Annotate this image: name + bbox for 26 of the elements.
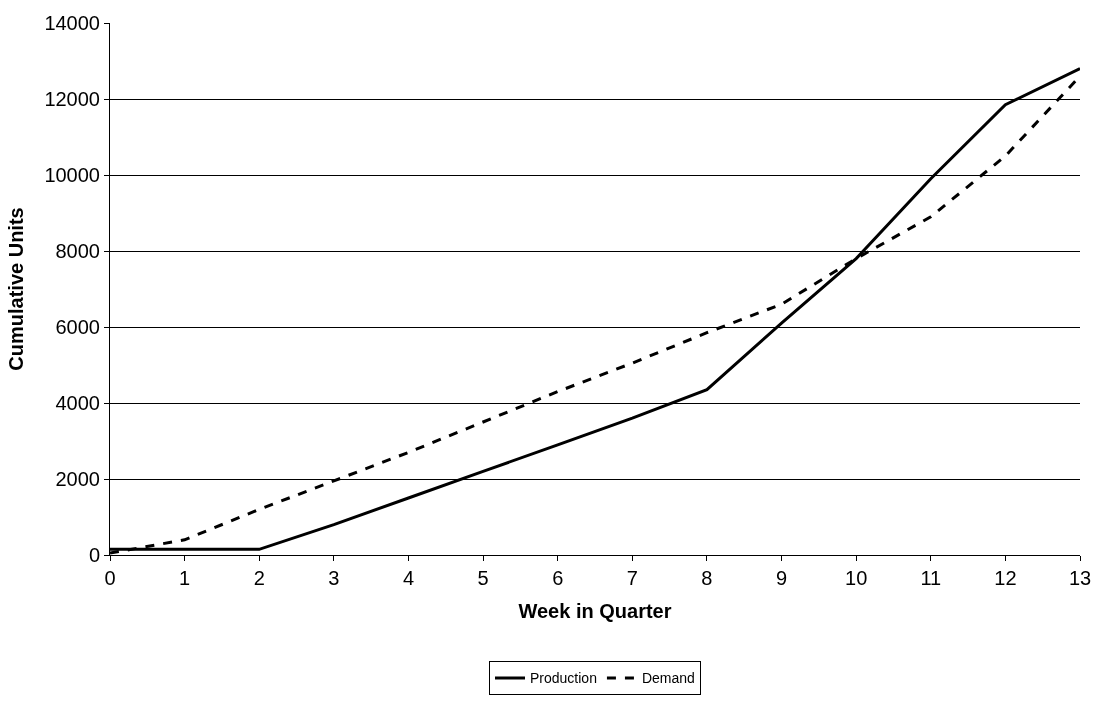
x-tick-label: 11 [920,567,942,589]
x-tick-label: 2 [253,567,265,589]
y-axis-title: Cumulative Units [4,207,27,371]
legend-label: Production [530,670,597,687]
y-tick-label: 12000 [44,88,100,110]
y-tick-label: 0 [88,544,100,566]
x-tick-label: 10 [845,567,868,589]
y-tick-label: 4000 [55,392,100,414]
x-tick-label: 13 [1068,567,1092,589]
legend-label: Demand [641,670,695,687]
x-tick-label: 0 [104,567,116,589]
x-tick-label: 1 [179,567,191,589]
x-axis-title: Week in Quarter [518,599,672,622]
x-tick-label: 3 [328,567,340,589]
y-tick-label: 8000 [55,240,100,262]
x-tick-label: 5 [477,567,489,589]
y-tick-label: 2000 [55,468,100,490]
x-tick-label: 12 [994,567,1017,589]
y-tick-label: 14000 [44,12,100,34]
x-tick-label: 9 [775,567,788,589]
x-tick-label: 4 [402,567,415,589]
x-tick-label: 7 [626,567,638,589]
y-tick-label: 10000 [44,164,100,186]
y-tick-label: 6000 [55,316,100,338]
x-tick-label: 6 [552,567,564,589]
x-tick-label: 8 [701,567,713,589]
